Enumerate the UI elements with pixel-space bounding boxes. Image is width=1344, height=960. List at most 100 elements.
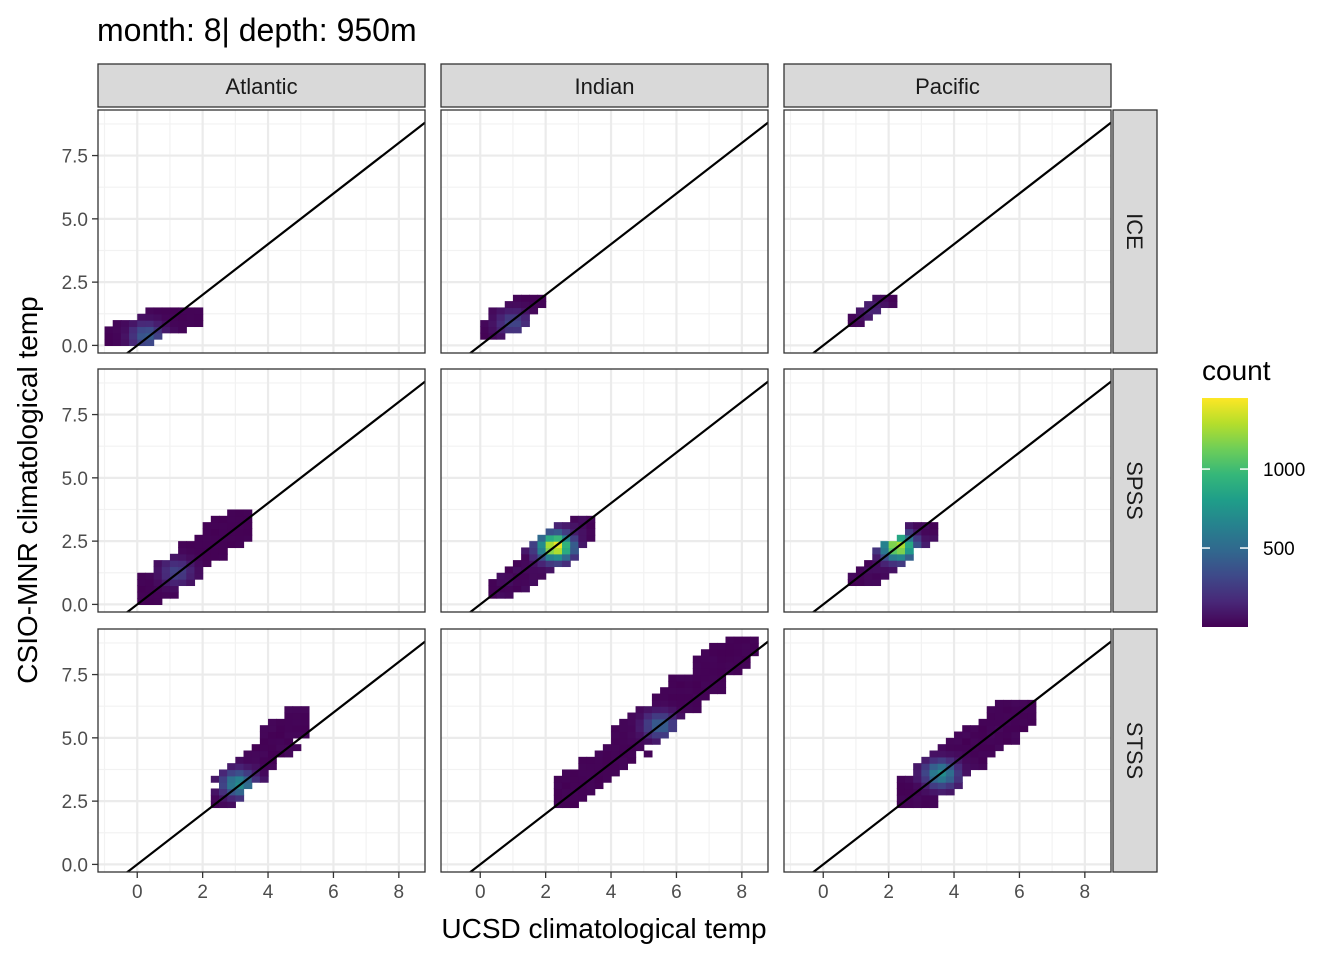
- strip-spss: [1112, 368, 1158, 613]
- heatmap-cell: [888, 541, 898, 549]
- strip-label-stss: STSS: [1122, 722, 1147, 779]
- heatmap-cell: [586, 528, 596, 536]
- heatmap-cell: [741, 661, 751, 669]
- heatmap-cell: [276, 744, 285, 752]
- strip-stss: [1112, 628, 1158, 873]
- reference-line: [125, 380, 425, 612]
- heatmap-cell: [970, 763, 980, 771]
- heatmap-cell: [937, 750, 947, 758]
- heatmap-cell: [570, 769, 579, 777]
- heatmap-cell: [692, 668, 702, 676]
- heatmap-cell: [986, 750, 996, 758]
- heatmap-cell: [913, 534, 922, 542]
- heatmap-cell: [602, 744, 612, 752]
- heatmap-cell: [202, 534, 212, 542]
- heatmap-cell: [512, 320, 522, 328]
- heatmap-cell: [561, 522, 571, 530]
- heatmap-cell: [921, 541, 931, 549]
- heatmap-cell: [169, 579, 179, 587]
- heatmap-cell: [512, 307, 522, 315]
- x-tick-label: 2: [197, 882, 208, 903]
- heatmap-cell: [545, 553, 555, 561]
- heatmap-cell: [512, 566, 522, 574]
- heatmap-cell: [888, 294, 898, 302]
- heatmap-cell: [725, 655, 735, 663]
- heatmap-cell: [978, 744, 988, 752]
- heatmap-cell: [945, 769, 955, 777]
- heatmap-cell: [553, 788, 563, 796]
- heatmap-cell: [929, 522, 939, 530]
- reference-line: [811, 121, 1111, 353]
- heatmap-cell: [570, 801, 579, 809]
- heatmap-cell: [986, 712, 996, 720]
- heatmap-cell: [218, 782, 228, 790]
- heatmap-cell: [1011, 706, 1021, 714]
- heatmap-cell: [521, 553, 530, 561]
- heatmap-cell: [504, 572, 514, 580]
- x-tick-label: 6: [1014, 882, 1025, 903]
- facet-panels: Atlantic Indian Pacific ICE SPSS STSS 0.0 2.5 5.…: [62, 63, 1158, 903]
- heatmap-cell: [913, 775, 922, 783]
- heatmap-cell: [709, 674, 718, 682]
- heatmap-cell: [218, 528, 228, 536]
- heatmap-cell: [1011, 725, 1021, 733]
- heatmap-cell: [545, 541, 555, 549]
- heatmap-cell: [978, 763, 988, 771]
- heatmap-cell: [129, 339, 138, 347]
- heatmap-cell: [561, 782, 571, 790]
- heatmap-cell: [741, 649, 751, 657]
- heatmap-cell: [684, 706, 694, 714]
- heatmap-cell: [651, 693, 661, 701]
- heatmap-cell: [692, 687, 702, 695]
- heatmap-cell: [537, 534, 547, 542]
- heatmap-cell: [994, 718, 1004, 726]
- heatmap-cell: [529, 572, 539, 580]
- strip-indian: [440, 63, 769, 108]
- heatmap-cell: [137, 320, 147, 328]
- heatmap-cell: [635, 718, 645, 726]
- heatmap-cell: [1003, 737, 1012, 745]
- heatmap-cell: [676, 674, 686, 682]
- heatmap-cell: [545, 560, 555, 568]
- y-tick-label: 7.5: [62, 666, 88, 687]
- heatmap-cell: [954, 775, 963, 783]
- heatmap-cell: [537, 560, 547, 568]
- heatmap-cell: [700, 680, 710, 688]
- x-tick-label: 6: [328, 882, 339, 903]
- heatmap-cell: [512, 326, 522, 334]
- heatmap-cell: [480, 332, 490, 340]
- heatmap-cell: [872, 307, 882, 315]
- heatmap-cell: [855, 566, 865, 574]
- heatmap-cell: [553, 547, 563, 555]
- heatmap-cell: [904, 775, 914, 783]
- reference-line: [468, 380, 768, 612]
- heatmap-cell: [896, 775, 906, 783]
- heatmap-cell: [178, 553, 187, 561]
- panel-background: [784, 110, 1111, 353]
- heatmap-cell: [235, 794, 245, 802]
- heatmap-cell: [243, 756, 253, 764]
- heatmap-cell: [292, 706, 302, 714]
- heatmap-cell: [700, 674, 710, 682]
- heatmap-cell: [210, 515, 220, 523]
- heatmap-cell: [937, 763, 947, 771]
- x-axis-title: UCSD climatological temp: [441, 913, 766, 944]
- reference-line: [125, 640, 425, 872]
- heatmap-cell: [954, 750, 963, 758]
- heatmap-cell: [660, 699, 669, 707]
- heatmap-cell: [586, 756, 596, 764]
- heatmap-cell: [578, 515, 588, 523]
- heatmap-cell: [611, 744, 620, 752]
- heatmap-cell: [137, 332, 147, 340]
- heatmap-cell: [284, 706, 294, 714]
- strip-label-atlantic: Atlantic: [225, 74, 297, 99]
- heatmap-cell: [153, 560, 163, 568]
- heatmap-cell: [268, 725, 277, 733]
- legend-tick-label: 1000: [1263, 460, 1305, 481]
- heatmap-cell: [872, 566, 882, 574]
- heatmap-cell: [1011, 731, 1021, 739]
- heatmap-cell: [545, 566, 555, 574]
- y-tick-label: 7.5: [62, 147, 88, 168]
- heatmap-cell: [194, 541, 204, 549]
- heatmap-cell: [880, 560, 890, 568]
